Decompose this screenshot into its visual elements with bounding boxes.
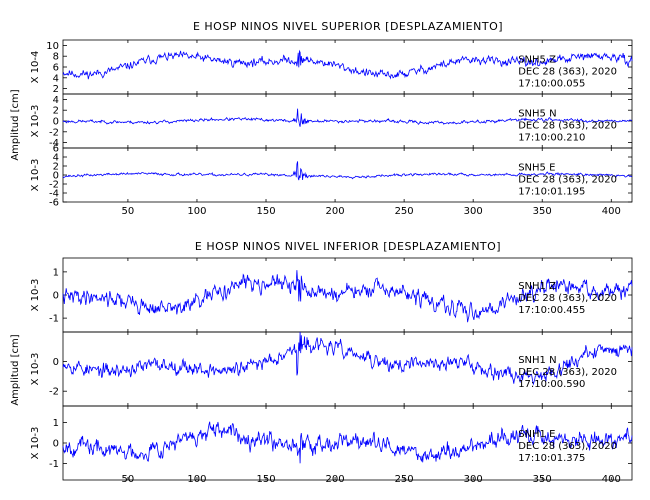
y-tick-label: -4 (49, 138, 59, 149)
y-tick-label: 0 (53, 291, 59, 302)
x-tick-label: 350 (533, 474, 552, 485)
y-tick-label: 2 (53, 84, 59, 95)
x-tick-label: 150 (256, 206, 275, 217)
y-tick-label: -2 (49, 180, 59, 191)
x-tick-label: 50 (122, 474, 135, 485)
x-tick-label: 100 (187, 474, 206, 485)
y-tick-label: -2 (49, 127, 59, 138)
y-tick-label: 10 (46, 41, 59, 52)
y-tick-label: -4 (49, 189, 59, 200)
time-label: 17:10:01.375 (518, 453, 585, 464)
time-label: 17:10:00.455 (518, 305, 585, 316)
y-tick-label: -2 (49, 387, 59, 398)
x-tick-label: 400 (602, 474, 621, 485)
ylabel-amplitud-inferior: Amplitud [cm] (10, 334, 21, 405)
ylabel-amplitud-superior: Amplitud [cm] (10, 89, 21, 160)
x-tick-label: 300 (464, 206, 483, 217)
y-unit-label: X 10-3 (30, 279, 41, 312)
y-tick-label: -1 (49, 459, 59, 470)
y-unit-label: X 10-3 (30, 427, 41, 460)
station-label: SNH5 N (518, 109, 556, 120)
x-tick-label: 50 (122, 206, 135, 217)
station-label: SNH5 E (518, 163, 555, 174)
y-tick-label: -1 (49, 314, 59, 325)
y-tick-label: 0 (53, 357, 59, 368)
y-tick-label: 0 (53, 117, 59, 128)
y-tick-label: 4 (53, 73, 59, 84)
waveform-line (62, 270, 633, 323)
waveform-line (62, 108, 633, 127)
date-label: DEC 28 (363), 2020 (518, 367, 617, 378)
waveform-line (62, 421, 633, 464)
x-tick-label: 200 (326, 474, 345, 485)
y-tick-label: 0 (53, 171, 59, 182)
x-tick-label: 400 (602, 206, 621, 217)
y-unit-label: X 10-4 (30, 51, 41, 84)
x-tick-label: 100 (187, 206, 206, 217)
waveform-line (62, 331, 633, 386)
station-label: SNH1 N (518, 355, 556, 366)
y-tick-label: 2 (53, 162, 59, 173)
waveform-line (62, 49, 633, 80)
date-label: DEC 28 (363), 2020 (518, 121, 617, 132)
panel-title-superior: E HOSP NINOS NIVEL SUPERIOR [DESPLAZAMIE… (193, 20, 503, 33)
station-label: SNH5 Z (518, 55, 556, 66)
x-tick-label: 150 (256, 474, 275, 485)
y-unit-label: X 10-3 (30, 353, 41, 386)
x-tick-label: 300 (464, 474, 483, 485)
y-tick-label: 6 (53, 63, 59, 74)
y-tick-label: 8 (53, 52, 59, 63)
station-label: SNH1 E (518, 429, 555, 440)
panel-superior: E HOSP NINOS NIVEL SUPERIOR [DESPLAZAMIE… (10, 20, 633, 217)
y-tick-label: 4 (53, 153, 59, 164)
y-unit-label: X 10-3 (30, 105, 41, 138)
y-tick-label: 6 (53, 144, 59, 155)
time-label: 17:10:01.195 (518, 187, 585, 198)
x-tick-label: 350 (533, 206, 552, 217)
x-tick-label: 250 (395, 206, 414, 217)
panel-title-inferior: E HOSP NINOS NIVEL INFERIOR [DESPLAZAMIE… (195, 240, 501, 253)
time-label: 17:10:00.055 (518, 79, 585, 90)
time-label: 17:10:00.590 (518, 379, 585, 390)
waveform-line (62, 161, 633, 181)
station-label: SNH1 Z (518, 281, 556, 292)
x-tick-label: 250 (395, 474, 414, 485)
y-tick-label: 1 (53, 418, 59, 429)
date-label: DEC 28 (363), 2020 (518, 293, 617, 304)
panel-inferior: E HOSP NINOS NIVEL INFERIOR [DESPLAZAMIE… (10, 240, 633, 485)
y-tick-label: 4 (53, 95, 59, 106)
y-tick-label: -6 (49, 198, 59, 209)
y-tick-label: 0 (53, 439, 59, 450)
y-tick-label: 2 (53, 106, 59, 117)
y-unit-label: X 10-3 (30, 159, 41, 192)
date-label: DEC 28 (363), 2020 (518, 67, 617, 78)
date-label: DEC 28 (363), 2020 (518, 175, 617, 186)
y-tick-label: 1 (53, 267, 59, 278)
time-label: 17:10:00.210 (518, 133, 585, 144)
x-tick-label: 200 (326, 206, 345, 217)
date-label: DEC 28 (363), 2020 (518, 441, 617, 452)
